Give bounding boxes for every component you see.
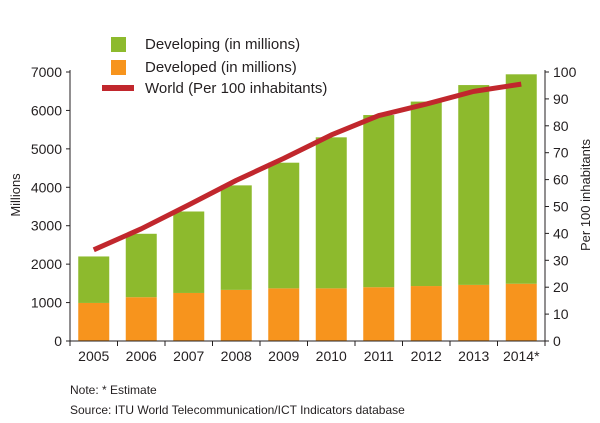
y-tick-label: 7000	[31, 64, 62, 80]
y2-tick-label: 10	[553, 306, 569, 322]
y-tick-label: 1000	[31, 295, 62, 311]
bar-developed-2014	[505, 283, 537, 341]
y2-tick-label: 60	[553, 172, 569, 188]
y2-axis-title: Per 100 inhabitants	[578, 138, 593, 251]
legend-swatch-developing	[111, 37, 126, 52]
legend-label: Developing (in millions)	[145, 36, 300, 53]
x-tick-label: 2006	[126, 348, 157, 364]
y-tick-label: 2000	[31, 256, 62, 272]
bars-group	[78, 74, 537, 341]
legend-swatch-world	[102, 85, 134, 91]
y2-tick-label: 40	[553, 225, 569, 241]
legend-label: World (Per 100 inhabitants)	[145, 80, 327, 97]
x-tick-label: 2008	[221, 348, 252, 364]
axes-group: 0 1000 2000 3000 4000 5000 6000 7000 0 10 20 30 40 50…	[31, 64, 577, 364]
y2-tick-label: 100	[553, 64, 577, 80]
bar-developed-2009	[268, 288, 300, 341]
bar-developed-2010	[315, 288, 347, 341]
bar-developing-2008	[220, 185, 252, 290]
y-tick-label: 6000	[31, 102, 62, 118]
bar-developing-2012	[410, 101, 442, 287]
y2-tick-label: 80	[553, 118, 569, 134]
y-axis-title: Millions	[8, 173, 23, 217]
world-line-group	[92, 81, 522, 253]
y-tick-label: 0	[54, 333, 62, 349]
bar-developed-2005	[78, 302, 110, 341]
legend: Developing (in millions) Developed (in mi…	[102, 36, 327, 97]
x-tick-label: 2009	[268, 348, 299, 364]
bar-developing-2006	[125, 233, 157, 298]
y-tick-label: 5000	[31, 141, 62, 157]
bar-developing-2007	[173, 211, 205, 293]
legend-label: Developed (in millions)	[145, 59, 297, 76]
y-tick-label: 4000	[31, 179, 62, 195]
y2-tick-label: 30	[553, 252, 569, 268]
bar-developing-2014	[505, 74, 537, 284]
x-tick-label: 2010	[316, 348, 347, 364]
legend-swatch-developed	[111, 60, 126, 75]
y-tick-label: 3000	[31, 218, 62, 234]
y2-tick-label: 90	[553, 91, 569, 107]
note-text: Note: * Estimate	[70, 383, 157, 397]
y2-tick-label: 70	[553, 145, 569, 161]
x-tick-label: 2011	[364, 348, 394, 364]
bar-developed-2008	[220, 289, 252, 341]
bar-developed-2006	[125, 297, 157, 341]
series-line-world	[92, 81, 522, 253]
x-tick-label: 2012	[411, 348, 442, 364]
bar-developing-2013	[458, 85, 490, 285]
source-text: Source: ITU World Telecommunication/ICT …	[70, 403, 405, 417]
bar-developing-2009	[268, 162, 300, 289]
bar-developing-2011	[363, 115, 395, 288]
y2-tick-label: 20	[553, 279, 569, 295]
bar-developing-2010	[315, 137, 347, 289]
x-tick-label: 2014*	[503, 348, 540, 364]
x-tick-label: 2007	[173, 348, 204, 364]
bar-developed-2013	[458, 284, 490, 341]
bar-developed-2011	[363, 287, 395, 341]
x-tick-label: 2005	[78, 348, 109, 364]
bar-developed-2007	[173, 292, 205, 341]
bar-developed-2012	[410, 286, 442, 341]
x-tick-label: 2013	[458, 348, 489, 364]
bar-developing-2005	[78, 256, 110, 303]
y2-tick-label: 0	[553, 333, 561, 349]
y2-tick-label: 50	[553, 199, 569, 215]
